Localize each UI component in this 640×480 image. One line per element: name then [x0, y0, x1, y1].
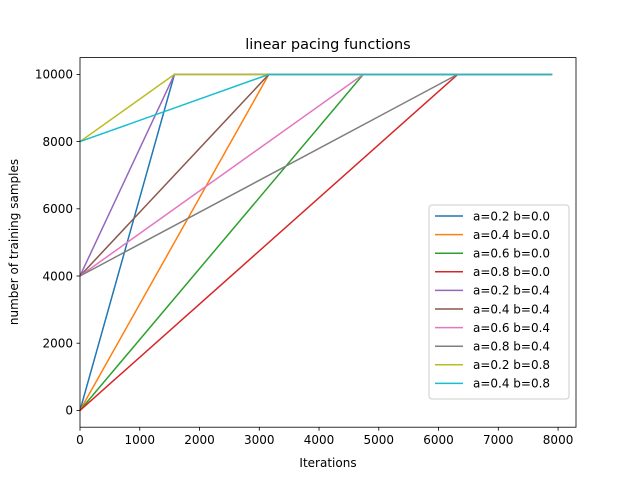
x-tick-label: 5000	[364, 433, 395, 447]
x-tick-label: 2000	[184, 433, 215, 447]
legend-label: a=0.8 b=0.4	[473, 340, 550, 354]
x-axis-label: Iterations	[299, 456, 356, 470]
x-tick-label: 6000	[423, 433, 454, 447]
x-axis-ticks: 0 1000 2000 3000 4000 5000 6000 7000 8000	[76, 427, 573, 447]
x-tick-label: 8000	[543, 433, 574, 447]
series-line-9	[79, 73, 553, 143]
x-tick-label: 3000	[244, 433, 275, 447]
legend-label: a=0.2 b=0.0	[473, 209, 550, 223]
y-tick-label: 10000	[35, 68, 73, 82]
chart-title: linear pacing functions	[245, 37, 411, 53]
legend-label: a=0.2 b=0.8	[473, 358, 550, 372]
y-tick-label: 4000	[42, 269, 73, 283]
legend-label: a=0.6 b=0.4	[473, 321, 550, 335]
plot-frame	[79, 57, 577, 428]
legend-box	[428, 204, 570, 400]
legend-label: a=0.2 b=0.4	[473, 284, 550, 298]
legend-label: a=0.8 b=0.0	[473, 265, 550, 279]
x-tick-label: 1000	[124, 433, 155, 447]
y-tick-label: 0	[65, 404, 73, 418]
y-tick-label: 6000	[42, 202, 73, 216]
y-tick-label: 8000	[42, 135, 73, 149]
y-tick-label: 2000	[42, 337, 73, 351]
x-tick-label: 7000	[483, 433, 514, 447]
legend-label: a=0.4 b=0.8	[473, 377, 550, 391]
y-axis-label: number of training samples	[7, 159, 21, 325]
legend-label: a=0.6 b=0.0	[473, 247, 550, 261]
legend-label: a=0.4 b=0.0	[473, 228, 550, 242]
legend-label: a=0.4 b=0.4	[473, 302, 550, 316]
plot-lines	[79, 73, 553, 411]
x-tick-label: 4000	[304, 433, 335, 447]
x-tick-label: 0	[76, 433, 84, 447]
legend: a=0.2 b=0.0 a=0.4 b=0.0 a=0.6 b=0.0 a=0.8 b…	[428, 204, 570, 400]
y-axis-ticks: 0 2000 4000 6000 8000 10000	[35, 68, 80, 418]
